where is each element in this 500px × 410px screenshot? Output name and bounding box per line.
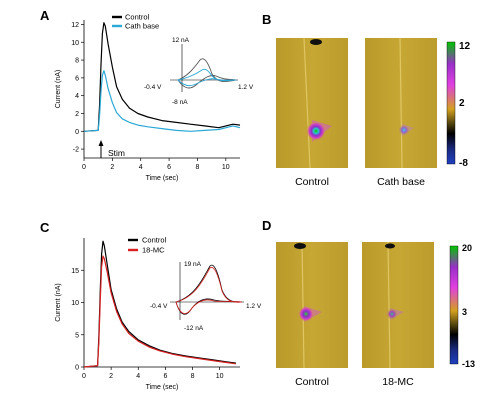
y-tick-label: 8	[75, 58, 79, 65]
stim-annotation: Stim	[98, 140, 125, 158]
x-axis-label: Time (sec)	[146, 384, 179, 391]
y-axis-label: Current (nA)	[55, 283, 62, 322]
colorbar-d-max: 20	[462, 243, 472, 253]
x-tick-label: 8	[196, 164, 200, 171]
legend-label-control-c: Control	[142, 236, 167, 245]
color-map-cath-base	[365, 37, 437, 169]
panel-c-chart: 0 5 10 15 0 2 4 6 8 10 Time (sec) Current (nA)	[55, 238, 240, 391]
inset-c-top-label: 19 nA	[184, 261, 202, 268]
panel-c-legend: Control 18-MC	[128, 236, 167, 255]
x-tick-label: 6	[163, 373, 167, 380]
inset-a-right-label: 1.2 V	[238, 84, 254, 91]
panel-a-legend: Control Cath base	[112, 13, 159, 31]
legend-label-cath-base: Cath base	[125, 22, 159, 31]
inset-c-18mc-trace	[175, 267, 243, 314]
x-tick-label: 0	[82, 164, 86, 171]
y-tick-label: 0	[75, 129, 79, 136]
x-tick-label: 10	[216, 373, 224, 380]
x-tick-label: 2	[109, 373, 113, 380]
map-streak	[301, 241, 305, 369]
panel-letter-d: D	[262, 218, 271, 233]
map-background	[276, 242, 348, 368]
x-tick-label: 4	[136, 373, 140, 380]
panel-b-maps: Control Cath base 12 2 -8	[276, 37, 471, 188]
inset-a-left-label: -0.4 V	[144, 84, 162, 91]
y-tick-label: 6	[75, 75, 79, 82]
y-tick-label: 5	[75, 332, 79, 339]
y-tick-label: 4	[75, 93, 79, 100]
colorbar-b-bar	[446, 41, 456, 165]
panel-a-inset: 12 nA -8 nA -0.4 V 1.2 V	[144, 37, 254, 106]
y-tick-label: 15	[71, 268, 79, 275]
stim-arrow-head	[98, 140, 104, 146]
panel-c-inset: 19 nA -12 nA -0.4 V 1.2 V	[150, 261, 262, 332]
legend-label-18mc: 18-MC	[142, 246, 165, 255]
y-tick-label: 0	[75, 365, 79, 372]
map-dark-spot	[385, 243, 395, 249]
colorbar-d-bar	[449, 245, 459, 365]
map-hotspot	[298, 306, 314, 322]
inset-c-bottom-label: -12 nA	[184, 325, 204, 332]
colorbar-d-min: -13	[462, 359, 475, 369]
map-streak	[399, 37, 403, 169]
y-axis-label: Current (nA)	[55, 70, 62, 109]
map-label-cath-base: Cath base	[377, 176, 425, 188]
series-line-cath-base	[83, 70, 241, 132]
y-tick-label: -2	[73, 147, 79, 154]
map-hotspot	[398, 124, 410, 136]
x-tick-label: 10	[222, 164, 230, 171]
inset-c-control-trace	[175, 264, 243, 315]
colorbar-b-min: -8	[459, 158, 468, 169]
color-map-18mc	[362, 241, 434, 369]
map-streak	[303, 37, 311, 169]
colorbar-d-mid: 3	[462, 307, 467, 317]
y-tick-label: 12	[71, 22, 79, 29]
map-label-control-d: Control	[295, 376, 329, 388]
x-axis-label: Time (sec)	[146, 175, 179, 182]
inset-a-control-trace	[177, 58, 237, 89]
map-dark-spot	[310, 39, 322, 45]
map-hotspot	[306, 121, 326, 141]
map-background	[362, 242, 434, 368]
y-tick-label: 2	[75, 111, 79, 118]
colorbar-b-max: 12	[459, 41, 471, 52]
inset-a-top-label: 12 nA	[172, 37, 190, 44]
panel-a-chart: -2 0 2 4 6 8 10 12 0 2 4 6 8 10 Time (sec) Current (nA)	[55, 20, 241, 182]
panel-d-maps: Control 18-MC 20 3 -13	[276, 241, 475, 388]
map-hotspot	[386, 308, 398, 320]
map-label-control-b: Control	[295, 176, 329, 188]
map-background	[276, 38, 348, 168]
inset-c-right-label: 1.2 V	[246, 303, 262, 310]
panel-letter-c: C	[40, 220, 50, 235]
panel-letter-b: B	[262, 12, 271, 27]
color-map-control-d	[276, 241, 348, 369]
stim-label: Stim	[108, 148, 125, 158]
inset-c-left-label: -0.4 V	[150, 303, 168, 310]
x-tick-label: 6	[167, 164, 171, 171]
x-tick-label: 8	[191, 373, 195, 380]
color-map-control-b	[276, 37, 348, 169]
colorbar-b: 12 2 -8	[446, 41, 471, 169]
y-tick-label: 10	[71, 300, 79, 307]
x-tick-label: 0	[82, 373, 86, 380]
x-tick-label: 4	[139, 164, 143, 171]
panel-letter-a: A	[40, 8, 50, 23]
x-tick-label: 2	[110, 164, 114, 171]
map-label-18mc: 18-MC	[382, 376, 414, 388]
map-dark-spot	[294, 243, 306, 249]
inset-a-cath-base-trace	[177, 68, 237, 87]
legend-label-control: Control	[125, 13, 150, 22]
series-line-control	[83, 22, 241, 132]
colorbar-d: 20 3 -13	[449, 243, 475, 369]
map-streak	[387, 241, 391, 369]
inset-a-bottom-label: -8 nA	[172, 99, 188, 106]
colorbar-b-mid: 2	[459, 98, 465, 109]
y-tick-label: 10	[71, 40, 79, 47]
series-line-18-mc	[83, 255, 236, 368]
